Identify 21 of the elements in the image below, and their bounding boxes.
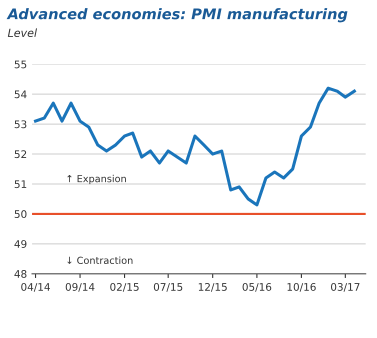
y-tick-label: 49 <box>14 240 26 248</box>
y-tick-label: 55 <box>14 60 26 68</box>
x-tick-label: 03/17 <box>331 282 360 292</box>
y-tick-label: 52 <box>14 150 26 158</box>
x-tick-label: 04/14 <box>21 282 50 292</box>
x-tick-label: 07/15 <box>154 282 182 292</box>
x-tick-label: 05/16 <box>242 282 272 292</box>
y-tick-label: 48 <box>14 270 26 278</box>
x-tick-label: 09/14 <box>66 282 94 292</box>
chart-subtitle: Level <box>8 28 38 38</box>
y-tick-label: 53 <box>14 120 26 128</box>
y-tick-label: 54 <box>14 90 27 98</box>
x-tick-label: 12/15 <box>198 282 227 292</box>
annotation: ↑ Expansion <box>67 174 126 184</box>
y-tick-label: 51 <box>14 180 26 188</box>
x-tick-label: 10/16 <box>288 282 316 292</box>
x-tick-label: 02/15 <box>110 282 139 292</box>
y-tick-label: 50 <box>14 210 26 218</box>
line-series <box>34 86 356 206</box>
annotation: ↓ Contraction <box>67 256 132 264</box>
chart-title: Advanced economies: PMI manufacturing <box>6 8 348 22</box>
